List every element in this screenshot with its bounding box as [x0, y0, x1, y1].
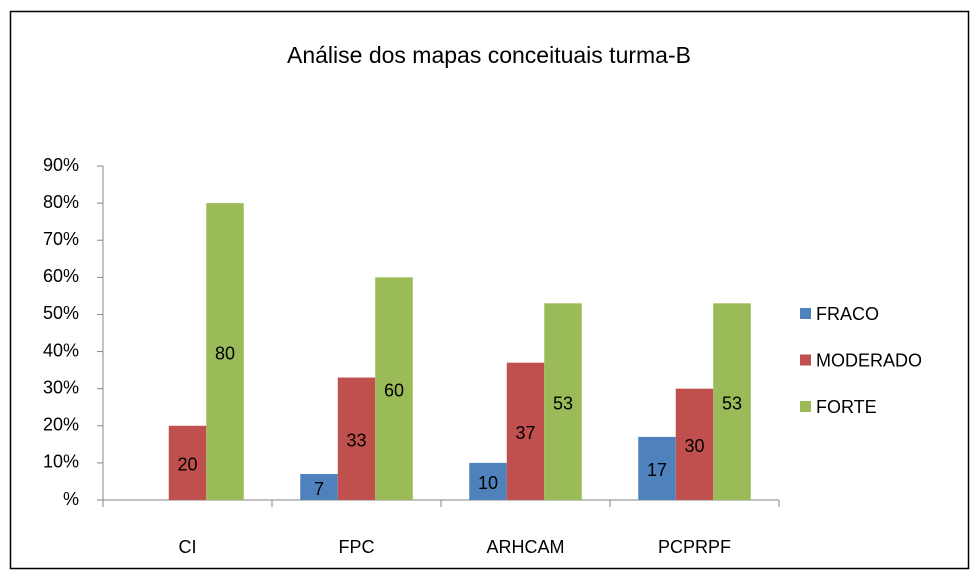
- x-tick-label: FPC: [339, 537, 375, 557]
- legend-label: MODERADO: [816, 350, 922, 370]
- x-tick-label: ARHCAM: [486, 537, 564, 557]
- bar: [375, 277, 413, 500]
- legend-swatch: [800, 354, 811, 366]
- bar: [337, 377, 376, 500]
- y-tick-label: 60%: [43, 266, 79, 286]
- bar: [713, 303, 751, 500]
- legend-swatch: [800, 401, 811, 412]
- bar: [544, 303, 582, 500]
- legend-swatch: [800, 308, 811, 319]
- x-tick-label: CI: [179, 537, 197, 557]
- x-tick-label: PCPRPF: [658, 537, 731, 557]
- y-tick-label: 30%: [43, 377, 79, 397]
- y-tick-label: 70%: [43, 229, 79, 249]
- data-label: 60: [384, 380, 404, 400]
- y-tick-label: 50%: [43, 303, 79, 323]
- data-label: 33: [346, 431, 366, 451]
- y-tick-label: %: [63, 489, 79, 509]
- y-tick-label: 90%: [43, 155, 79, 175]
- data-label: 7: [314, 479, 324, 499]
- bar: [469, 462, 507, 500]
- data-label: 80: [215, 343, 235, 363]
- bar: [675, 388, 714, 500]
- data-label: 37: [515, 423, 535, 443]
- legend-label: FRACO: [816, 304, 879, 324]
- y-tick-label: 20%: [43, 415, 79, 435]
- data-label: 10: [478, 473, 498, 493]
- data-label: 20: [177, 455, 197, 475]
- data-label: 53: [722, 393, 742, 413]
- bar: [506, 362, 545, 500]
- y-tick-label: 80%: [43, 192, 79, 212]
- bar: [300, 474, 338, 500]
- legend-label: FORTE: [816, 397, 877, 417]
- y-tick-label: 10%: [43, 452, 79, 472]
- data-label: 17: [647, 460, 667, 480]
- y-tick-label: 40%: [43, 340, 79, 360]
- data-label: 53: [553, 393, 573, 413]
- data-label: 30: [684, 436, 704, 456]
- bar: [206, 203, 244, 500]
- bar: [168, 425, 207, 500]
- chart-title: Análise dos mapas conceituais turma-B: [287, 42, 691, 68]
- bar: [638, 436, 676, 500]
